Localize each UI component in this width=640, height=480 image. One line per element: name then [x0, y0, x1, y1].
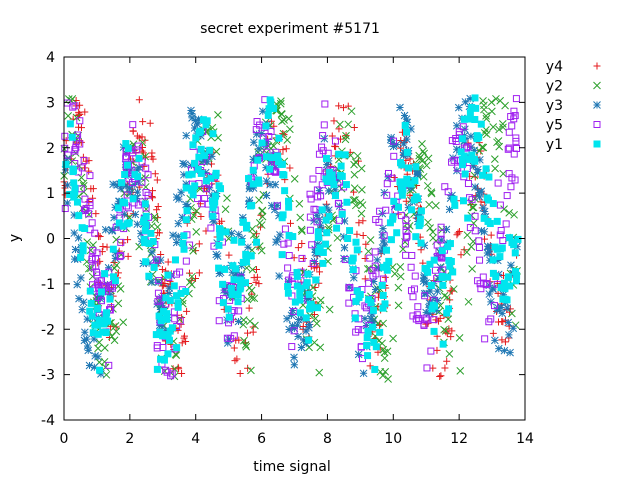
- legend-marker-y3: [593, 101, 601, 109]
- series-y1: [62, 94, 522, 374]
- x-tick-label: 12: [450, 431, 468, 447]
- legend-marker-y4: [593, 62, 601, 70]
- legend-label-y3: y3: [546, 98, 563, 114]
- y-tick-label: -4: [41, 413, 55, 429]
- y-tick-label: 3: [46, 95, 55, 111]
- x-axis-label: time signal: [253, 459, 331, 475]
- y-tick-label: -2: [41, 322, 55, 338]
- x-tick-label: 2: [125, 431, 134, 447]
- y-axis: -4 -3 -2 -1 0 1 2 3 4: [41, 50, 525, 429]
- legend-label-y1: y1: [546, 137, 563, 153]
- legend-marker-y1: [593, 140, 601, 148]
- legend-marker-y2: [593, 81, 601, 90]
- y-tick-label: 0: [46, 232, 55, 248]
- x-axis: 0 2 4 6 8 10 12 14: [60, 57, 534, 447]
- legend-label-y2: y2: [546, 79, 563, 95]
- x-tick-label: 10: [384, 431, 402, 447]
- y-tick-label: -3: [41, 368, 55, 384]
- legend-label-y4: y4: [546, 59, 563, 75]
- y-tick-label: 2: [46, 141, 55, 157]
- x-tick-label: 0: [60, 431, 69, 447]
- legend-marker-y5: [593, 121, 601, 128]
- legend-label-y5: y5: [546, 118, 563, 134]
- y-tick-label: 4: [46, 50, 55, 66]
- y-tick-label: -1: [41, 277, 55, 293]
- x-tick-label: 8: [323, 431, 332, 447]
- x-tick-label: 14: [516, 431, 534, 447]
- y-axis-label: y: [7, 234, 23, 242]
- x-tick-label: 4: [191, 431, 200, 447]
- x-tick-label: 6: [257, 431, 266, 447]
- y-tick-label: 1: [46, 186, 55, 202]
- chart-title: secret experiment #5171: [200, 21, 380, 37]
- plot-area: [60, 94, 522, 383]
- legend: y4 y2 y3 y5 y1: [546, 59, 601, 153]
